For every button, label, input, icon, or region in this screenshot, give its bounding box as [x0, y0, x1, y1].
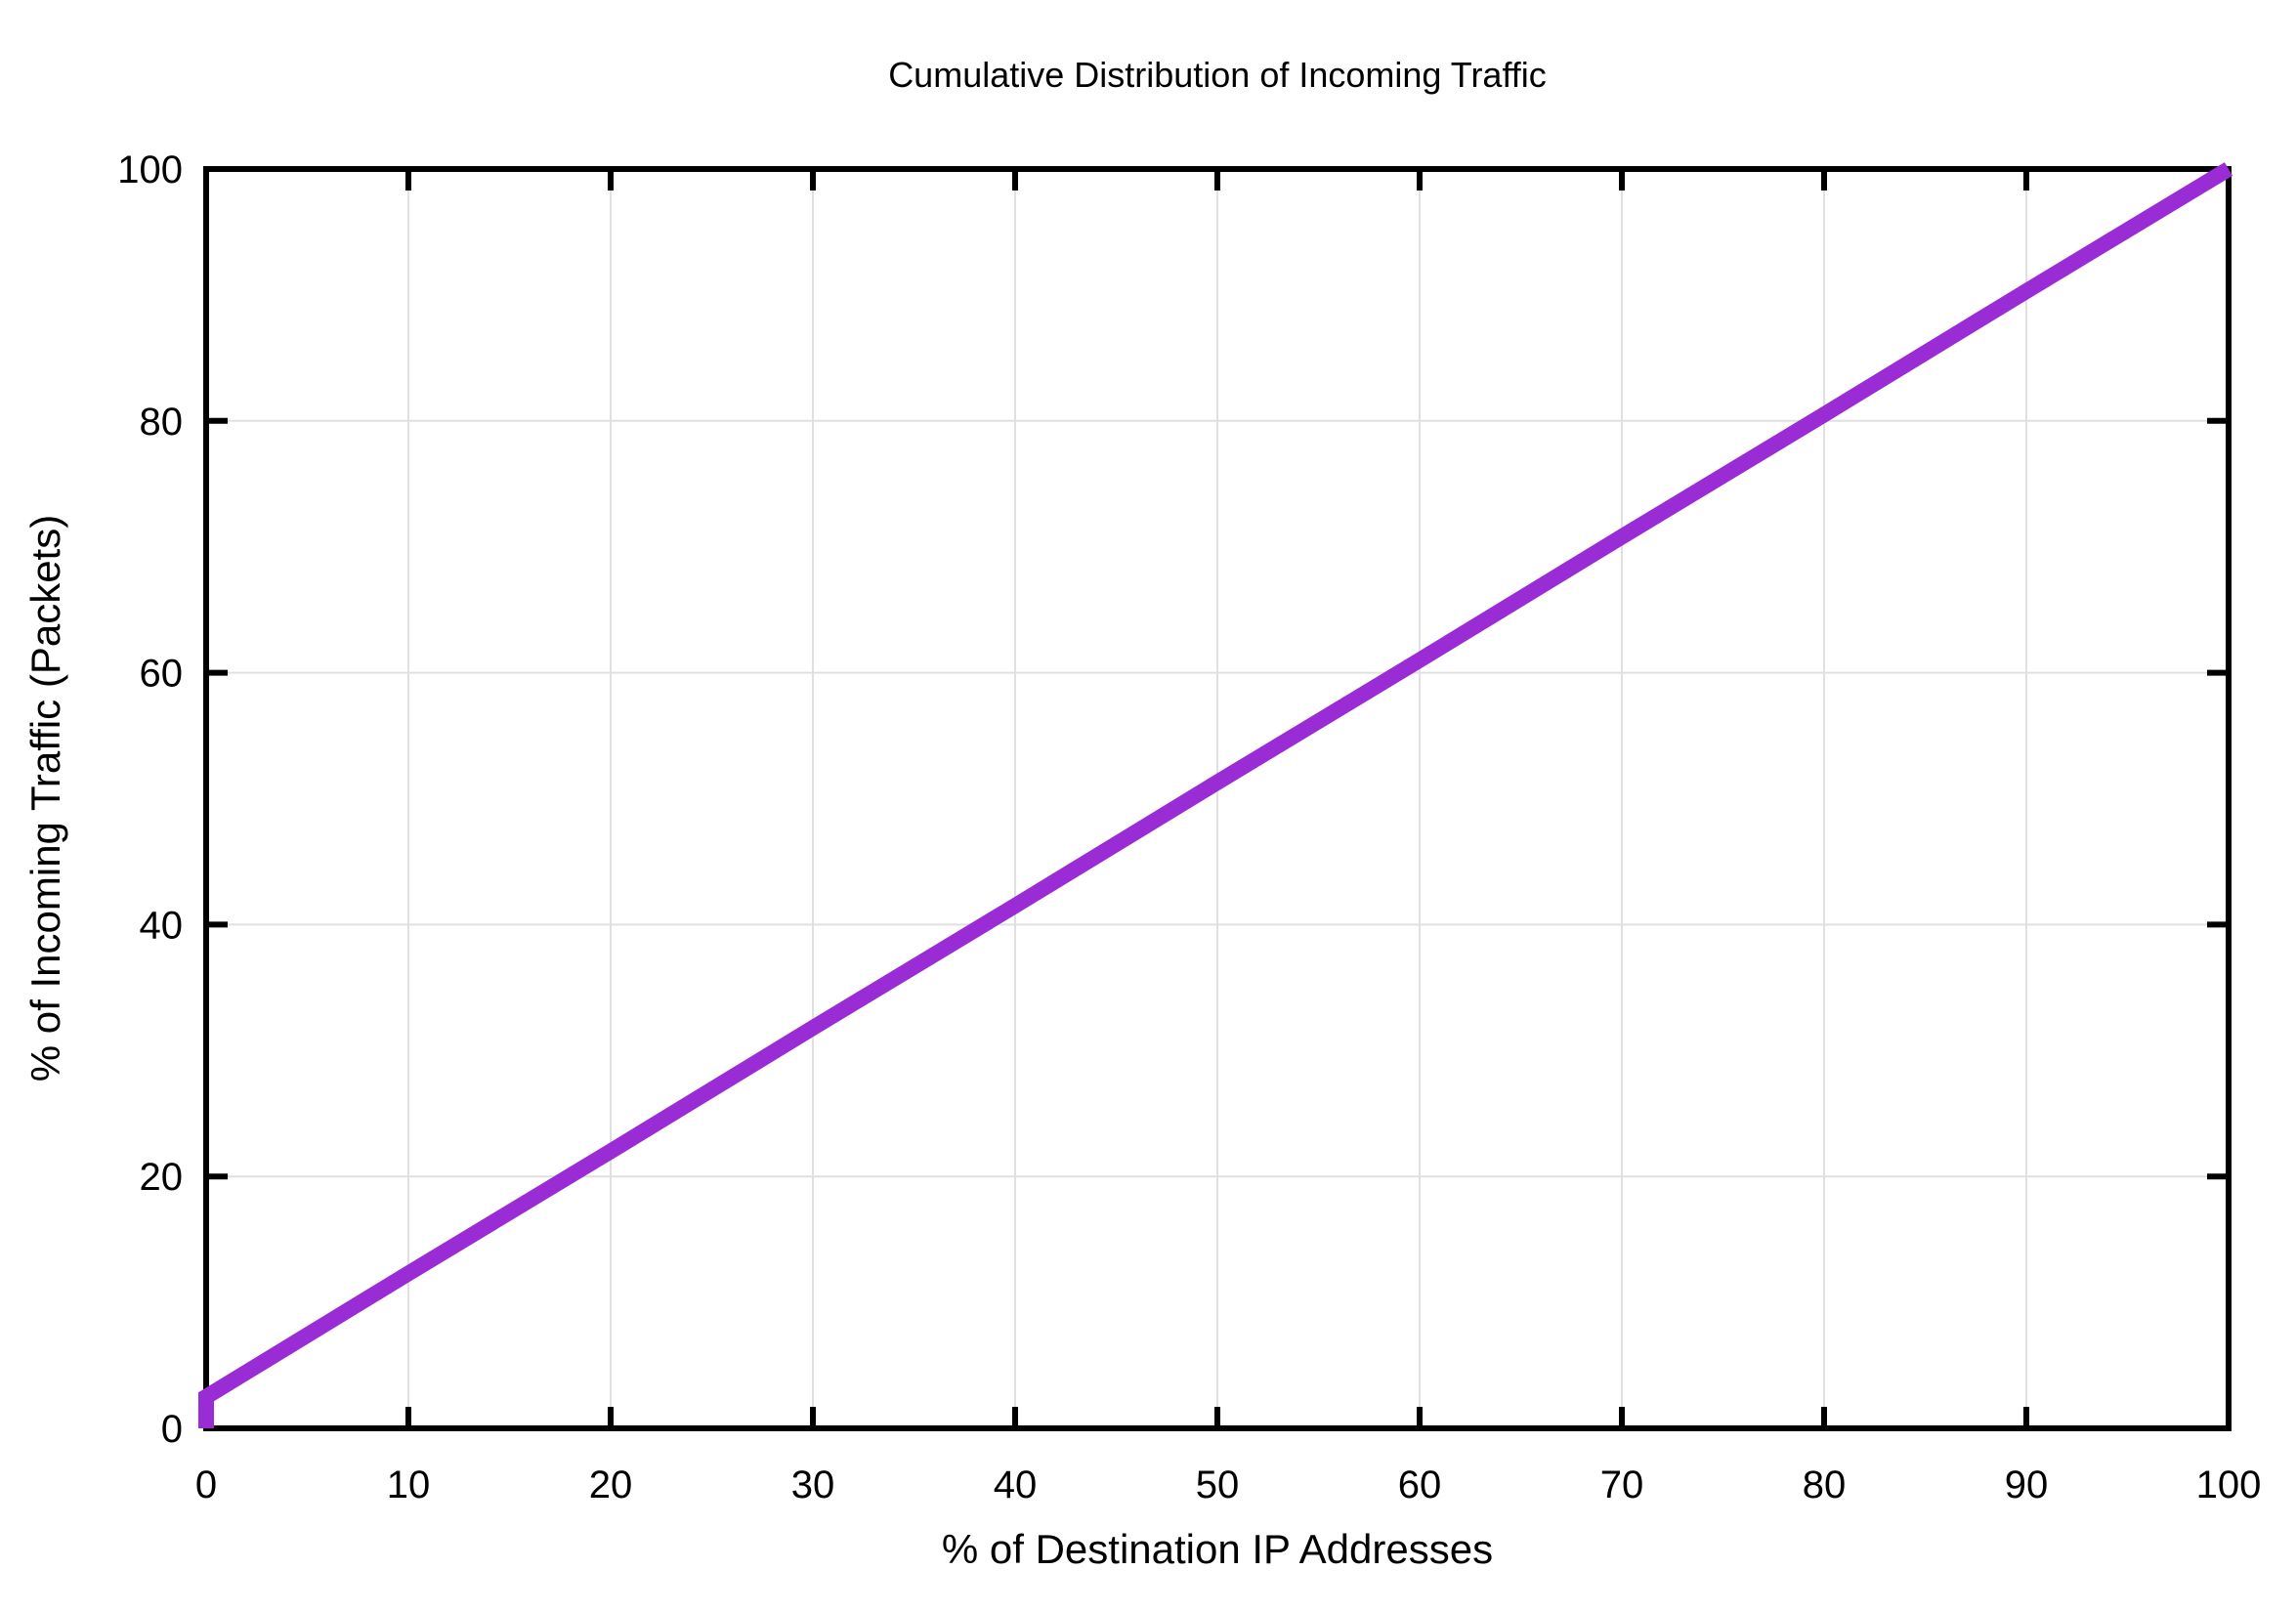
x-tick-label: 70: [1600, 1464, 1644, 1506]
y-tick-label: 0: [161, 1408, 183, 1451]
series-line-cumulative-incoming-traffic: [198, 162, 2233, 1428]
x-tick-label: 10: [387, 1464, 431, 1506]
y-tick-label: 60: [140, 653, 184, 696]
x-tick-label: 80: [1803, 1464, 1847, 1506]
y-tick-label: 20: [140, 1156, 184, 1199]
x-tick-label: 100: [2196, 1464, 2262, 1506]
chart-title: Cumulative Distribution of Incoming Traf…: [888, 55, 1547, 95]
x-tick-label: 50: [1196, 1464, 1240, 1506]
y-tick-label: 100: [117, 148, 183, 191]
x-tick-label: 90: [2005, 1464, 2049, 1506]
x-axis-label: % of Destination IP Addresses: [941, 1526, 1494, 1572]
x-tick-labels: 0 10 20 30 40 50 60 70 80 90 100: [195, 1464, 2262, 1506]
x-tick-label: 0: [195, 1464, 217, 1506]
tick-marks: [203, 166, 2232, 1431]
grid-lines: [206, 169, 2229, 1428]
x-tick-label: 60: [1398, 1464, 1442, 1506]
y-tick-label: 40: [140, 904, 184, 947]
x-tick-label: 20: [589, 1464, 633, 1506]
y-tick-labels: 0 20 40 60 80 100: [117, 148, 183, 1451]
y-tick-label: 80: [140, 401, 184, 444]
x-tick-label: 40: [994, 1464, 1038, 1506]
x-tick-label: 30: [791, 1464, 835, 1506]
